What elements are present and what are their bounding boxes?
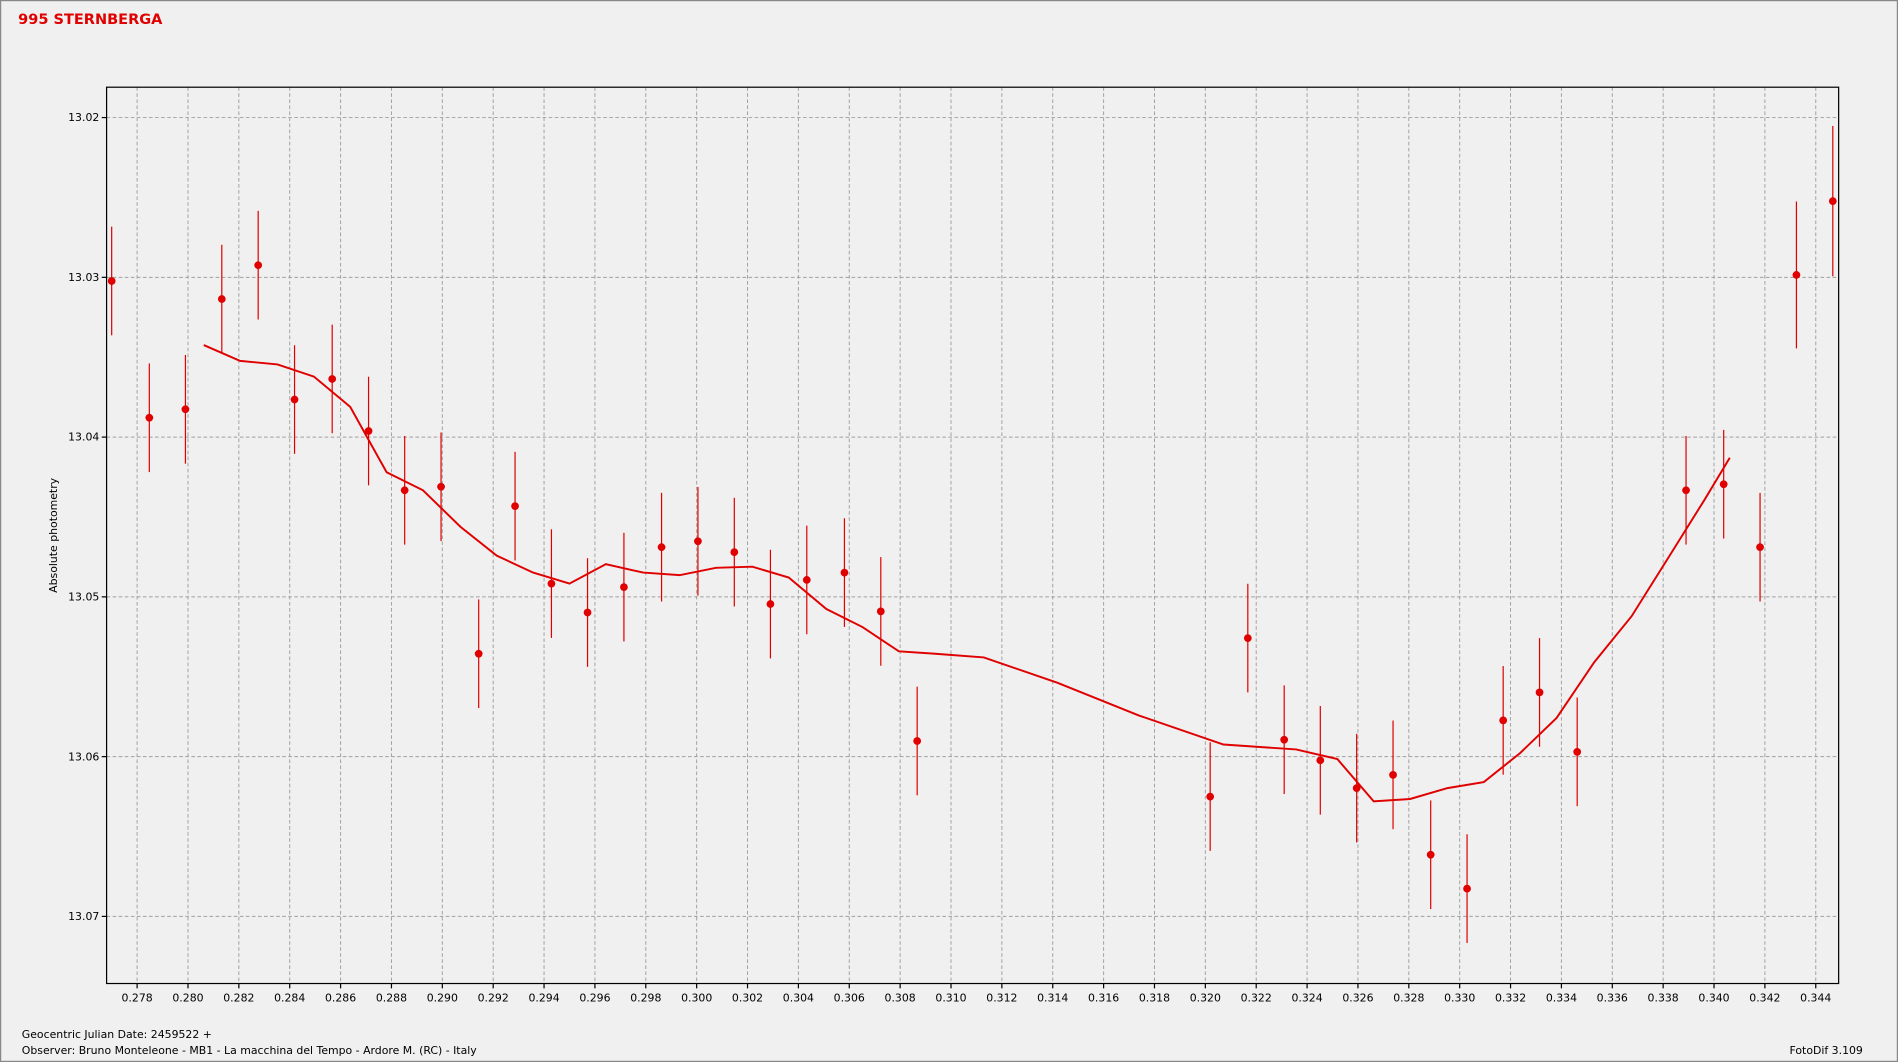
- x-tick-label: 0.342: [1749, 992, 1780, 1005]
- software-label: FotoDif 3.109: [1790, 1044, 1863, 1057]
- x-tick-label: 0.326: [1342, 992, 1373, 1005]
- data-point: [1535, 688, 1544, 697]
- x-tick-label: 0.304: [783, 992, 814, 1005]
- data-point: [547, 579, 556, 588]
- x-tick-label: 0.340: [1698, 992, 1729, 1005]
- x-tick-label: 0.324: [1291, 992, 1322, 1005]
- data-point: [1756, 543, 1764, 552]
- x-tick-label: 0.282: [223, 992, 254, 1005]
- x-tick-label: 0.300: [681, 992, 712, 1005]
- data-point: [913, 737, 922, 745]
- data-point: [876, 607, 885, 616]
- data-point: [145, 413, 154, 422]
- x-tick-label: 0.306: [834, 992, 865, 1005]
- x-tick-label: 0.334: [1546, 992, 1577, 1005]
- data-point: [1243, 634, 1252, 642]
- data-point: [511, 502, 519, 510]
- x-tick-label: 0.322: [1241, 992, 1272, 1005]
- footer-date: Geocentric Julian Date: 2459522 +: [22, 1028, 212, 1041]
- y-tick-label: 13.04: [68, 431, 99, 444]
- fit-line: [203, 344, 1731, 803]
- data-point: [583, 608, 592, 617]
- data-point: [802, 576, 811, 584]
- data-point: [107, 277, 116, 285]
- data-point: [474, 649, 483, 658]
- footer-observer: Observer: Bruno Monteleone - MB1 - La ma…: [22, 1044, 477, 1057]
- x-tick-label: 0.338: [1648, 992, 1679, 1005]
- data-point: [254, 261, 263, 270]
- x-tick-label: 0.316: [1088, 992, 1119, 1005]
- x-tick-label: 0.312: [986, 992, 1017, 1005]
- x-tick-label: 0.336: [1597, 992, 1628, 1005]
- data-point: [290, 395, 299, 404]
- y-tick-label: 13.02: [68, 111, 99, 124]
- data-point: [1573, 747, 1582, 756]
- x-tick-label: 0.318: [1139, 992, 1170, 1005]
- y-tick-label: 13.07: [68, 910, 99, 923]
- data-point: [364, 427, 373, 435]
- y-tick-label: 13.03: [68, 271, 99, 284]
- chart-title: 995 STERNBERGA: [18, 12, 163, 28]
- x-tick-label: 0.284: [274, 992, 305, 1005]
- x-tick-label: 0.286: [325, 992, 356, 1005]
- x-tick-label: 0.278: [122, 992, 153, 1005]
- data-point: [1206, 792, 1215, 801]
- x-tick-label: 0.294: [528, 992, 559, 1005]
- data-point: [657, 543, 666, 552]
- x-tick-label: 0.290: [427, 992, 458, 1005]
- x-tick-label: 0.302: [732, 992, 763, 1005]
- x-tick-label: 0.332: [1495, 992, 1526, 1005]
- plot-area: [106, 87, 1839, 984]
- x-tick-label: 0.308: [885, 992, 916, 1005]
- x-tick-label: 0.330: [1444, 992, 1475, 1005]
- x-tick-label: 0.292: [478, 992, 509, 1005]
- data-point: [620, 583, 628, 592]
- x-tick-label: 0.280: [172, 992, 203, 1005]
- y-tick-label: 13.06: [68, 750, 99, 763]
- x-tick-label: 0.310: [935, 992, 966, 1005]
- data-point: [328, 375, 337, 383]
- x-tick-label: 0.320: [1190, 992, 1221, 1005]
- data-point: [1426, 850, 1435, 859]
- plot-border: [105, 86, 1840, 985]
- data-point: [400, 486, 409, 495]
- data-point: [1499, 716, 1508, 725]
- x-tick-label: 0.314: [1037, 992, 1068, 1005]
- data-point: [1463, 884, 1471, 893]
- x-tick-label: 0.298: [630, 992, 661, 1005]
- data-point: [1792, 271, 1801, 279]
- data-point: [1389, 770, 1397, 779]
- data-point: [1316, 756, 1325, 765]
- data-point: [1828, 197, 1837, 205]
- data-point: [1682, 486, 1690, 495]
- data-point: [217, 295, 226, 303]
- data-point: [181, 405, 190, 414]
- y-axis-label: Absolute photometry: [47, 477, 60, 593]
- data-point: [840, 568, 849, 577]
- data-point: [1280, 735, 1289, 744]
- data-point: [694, 537, 702, 546]
- data-point: [766, 600, 775, 608]
- data-point: [1719, 480, 1728, 489]
- y-tick-label: 13.05: [68, 591, 99, 604]
- x-tick-label: 0.328: [1393, 992, 1424, 1005]
- x-tick-label: 0.288: [376, 992, 407, 1005]
- x-tick-label: 0.296: [579, 992, 610, 1005]
- data-point: [1352, 784, 1361, 792]
- data-point: [730, 548, 739, 557]
- data-point: [437, 482, 445, 491]
- x-tick-label: 0.344: [1800, 992, 1831, 1005]
